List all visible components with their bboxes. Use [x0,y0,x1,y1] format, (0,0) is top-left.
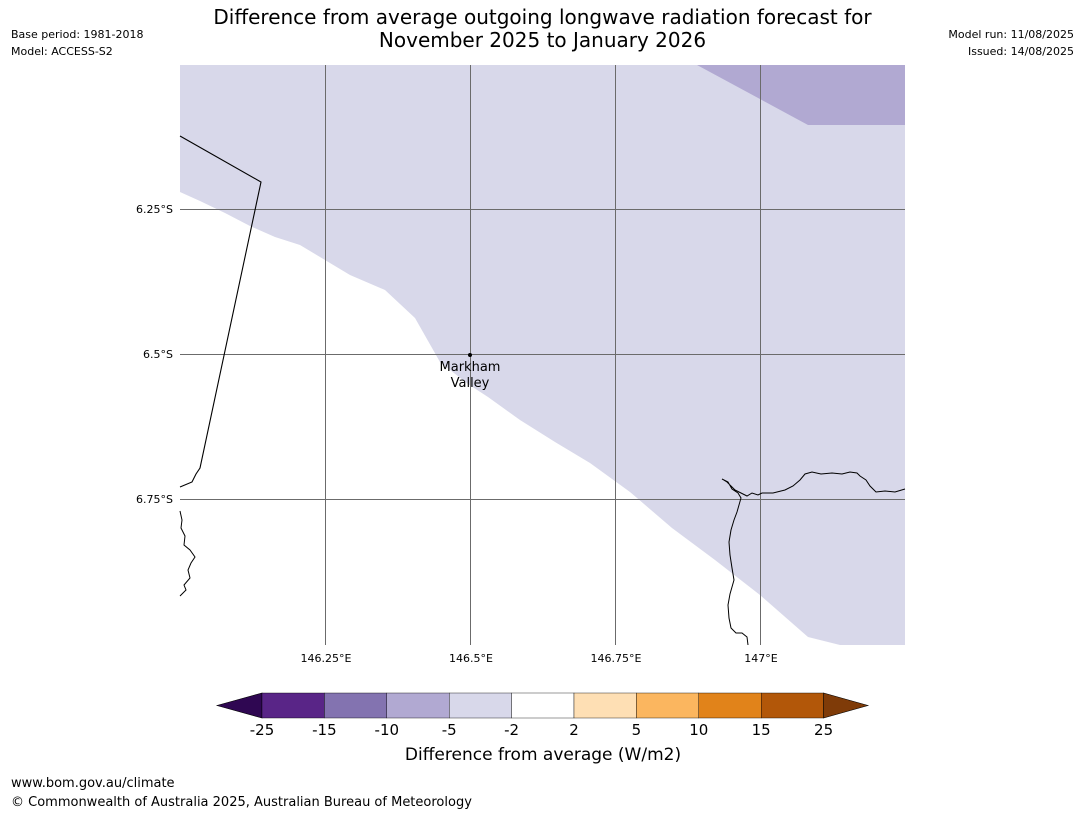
colorbar-tick-label: 2 [569,721,579,739]
meta-left: Base period: 1981-2018 Model: ACCESS-S2 [11,26,143,60]
lat-label: 6.75°S [136,493,173,506]
anomaly-region-mid [697,65,905,125]
meta-right: Model run: 11/08/2025 Issued: 14/08/2025 [948,26,1074,60]
colorbar-segment [324,692,387,719]
colorbar-tick-label: 10 [689,721,708,739]
colorbar-segment [698,692,762,719]
forecast-map: Markham Valley 6.25°S 6.5°S 6.75°S 146.2… [136,65,906,665]
colorbar-tick-label: -15 [312,721,337,739]
province-boundary [179,135,262,488]
lon-label: 146.25°E [301,652,352,665]
colorbar-segment [449,692,512,719]
markham-valley-marker [468,353,472,357]
base-period-text: Base period: 1981-2018 [11,28,144,41]
lat-label: 6.25°S [136,203,173,216]
colorbar-tick-label: -10 [375,721,400,739]
colorbar-extend-over [823,692,870,719]
page-title: Difference from average outgoing longwav… [140,6,945,52]
place-label-line1: Markham [440,360,501,375]
lon-label: 147°E [744,652,777,665]
lat-label: 6.5°S [143,348,173,361]
coastline-east [721,471,906,646]
footer: www.bom.gov.au/climate © Commonwealth of… [11,774,472,812]
model-run-text: Model run: 11/08/2025 [948,28,1074,41]
colorbar-segment [761,692,824,719]
colorbar-tick-label: -2 [504,721,519,739]
colorbar-tick-label: 15 [752,721,771,739]
lon-label: 146.5°E [449,652,493,665]
colorbar-segment [386,692,450,719]
colorbar: -25 -15 -10 -5 -2 2 5 10 15 25 [215,692,870,739]
colorbar-title: Difference from average (W/m2) [404,745,682,765]
coastline-west [179,510,196,597]
colorbar-segment [511,692,575,719]
title-line-1: Difference from average outgoing longwav… [213,5,872,29]
colorbar-segment [573,692,637,719]
colorbar-segment [636,692,700,719]
title-line-2: November 2025 to January 2026 [378,28,707,52]
footer-copyright: © Commonwealth of Australia 2025, Austra… [11,795,472,810]
colorbar-ticks: -25 -15 -10 -5 -2 2 5 10 15 25 [250,721,833,739]
place-label-line2: Valley [451,376,490,391]
issued-text: Issued: 14/08/2025 [967,45,1074,58]
footer-url: www.bom.gov.au/climate [11,776,175,791]
colorbar-segment [261,692,325,719]
colorbar-tick-label: 5 [632,721,642,739]
colorbar-tick-label: -25 [250,721,275,739]
model-text: Model: ACCESS-S2 [11,45,113,58]
colorbar-tick-label: -5 [442,721,457,739]
colorbar-segments [215,692,870,719]
lon-label: 146.75°E [591,652,642,665]
colorbar-extend-under [215,692,263,719]
colorbar-tick-label: 25 [814,721,833,739]
